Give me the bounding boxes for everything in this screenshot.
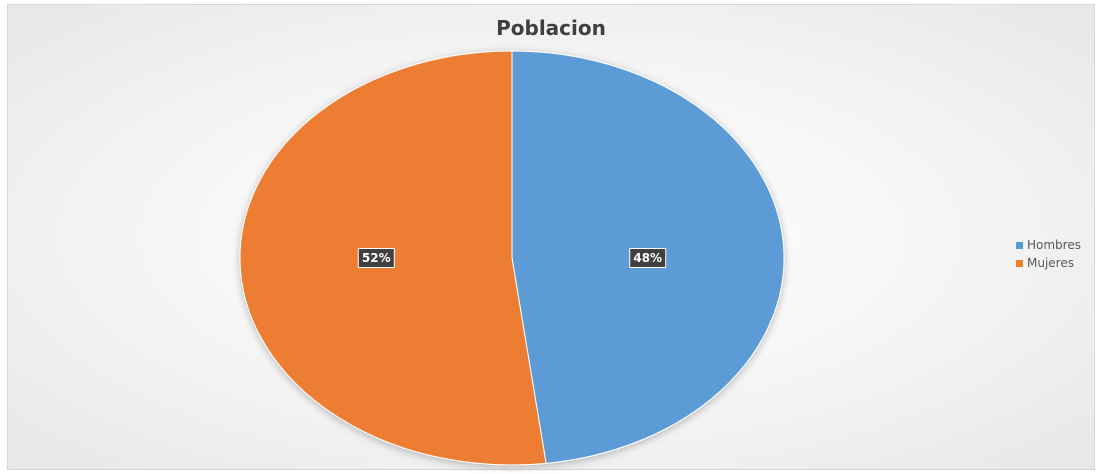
data-label-hombres: 48% [629,248,667,268]
legend-item-hombres: Hombres [1016,236,1081,254]
data-label-box-hombres [629,248,667,268]
legend-label-hombres: Hombres [1027,238,1081,252]
data-label-text-hombres: 48% [633,251,662,265]
data-label-box-mujeres [357,248,395,268]
legend-item-mujeres: Mujeres [1016,254,1081,272]
chart-title: Poblacion [496,16,606,40]
legend: Hombres Mujeres [1016,236,1081,272]
legend-label-mujeres: Mujeres [1027,256,1074,270]
data-label-text-mujeres: 52% [362,251,391,265]
data-label-mujeres: 52% [357,248,395,268]
legend-swatch-hombres [1016,241,1023,249]
legend-swatch-mujeres [1016,259,1023,267]
